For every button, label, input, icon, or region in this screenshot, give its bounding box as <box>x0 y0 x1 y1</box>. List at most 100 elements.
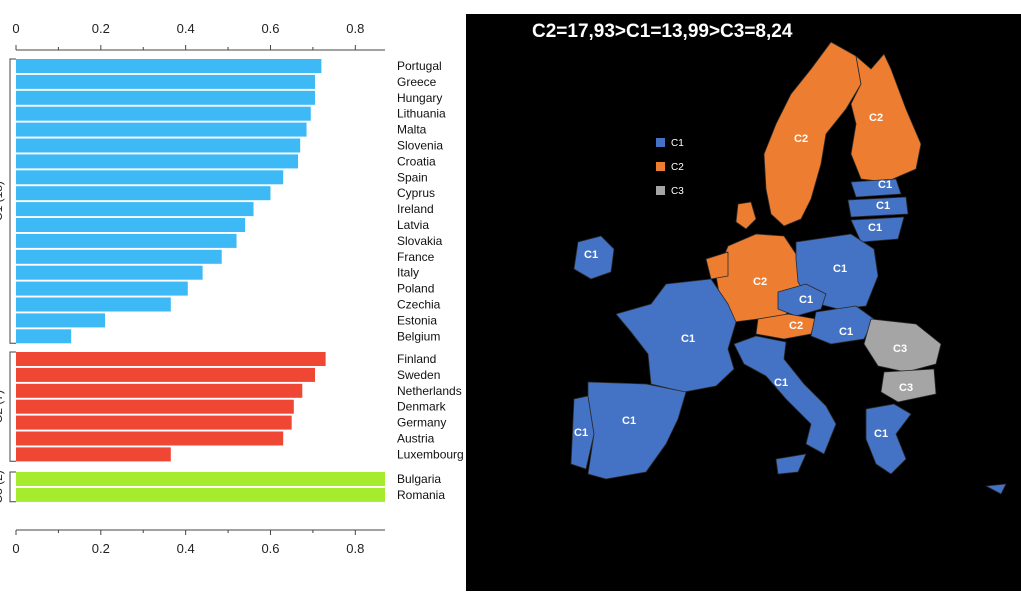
region-ireland <box>573 235 615 280</box>
bar <box>16 74 316 89</box>
region-denmark <box>735 201 757 230</box>
label-hungary: C1 <box>839 326 853 338</box>
bar <box>16 138 301 153</box>
country-label: Czechia <box>397 298 441 312</box>
country-label: Romania <box>397 488 445 502</box>
axis-tick-label-bottom: 0 <box>12 541 19 556</box>
label-france: C1 <box>681 333 695 345</box>
legend-swatch-c3 <box>656 186 665 195</box>
region-greece <box>865 403 912 475</box>
bar <box>16 59 322 73</box>
country-label: Croatia <box>397 154 436 168</box>
country-label: Spain <box>397 170 428 184</box>
bar <box>16 122 307 137</box>
region-netherlands <box>705 251 729 280</box>
group-bracket <box>9 58 16 344</box>
label-poland: C1 <box>833 263 847 275</box>
region-latvia <box>847 196 909 218</box>
country-label: Portugal <box>397 59 442 73</box>
country-label: Germany <box>397 416 446 430</box>
group-bracket <box>9 471 16 503</box>
axis-tick-label-bottom: 0.4 <box>177 541 195 556</box>
bar-chart-panel: 0 0.2 0.4 0.6 0.8 0 0.2 0.4 0.6 0.8 Portugal Greece… <box>0 0 466 591</box>
country-label: Luxembourg <box>397 447 464 461</box>
map-title: C2=17,93>C1=13,99>C3=8,24 <box>532 21 793 42</box>
legend-label-c3: C3 <box>671 186 684 197</box>
label-romania: C3 <box>893 343 907 355</box>
region-austria <box>755 313 817 340</box>
bar <box>16 297 171 312</box>
label-bulgaria: C3 <box>899 382 913 394</box>
label-estonia: C1 <box>878 179 892 191</box>
bar <box>16 233 237 248</box>
label-sweden: C2 <box>794 133 808 145</box>
region-france <box>615 278 737 393</box>
bar <box>16 447 171 462</box>
country-label: Italy <box>397 266 419 280</box>
label-lithuania: C1 <box>868 222 882 234</box>
bar <box>16 313 106 328</box>
country-label: Hungary <box>397 91 442 105</box>
region-bulgaria <box>880 368 937 403</box>
group-label: C2 (7) <box>0 390 5 423</box>
bar <box>16 415 292 430</box>
legend-swatch-c2 <box>656 162 665 171</box>
country-label: France <box>397 250 435 264</box>
country-label: Ireland <box>397 202 434 216</box>
country-label: Slovenia <box>397 139 443 153</box>
label-latvia: C1 <box>876 200 890 212</box>
map-panel: C2=17,93>C1=13,99>C3=8,24 C1 C2 C3 <box>466 14 1021 591</box>
country-label: Lithuania <box>397 107 446 121</box>
axis-tick-label-top: 0 <box>12 21 19 36</box>
axis-tick-label-bottom: 0.8 <box>346 541 364 556</box>
country-label: Denmark <box>397 400 447 414</box>
legend-swatch-c1 <box>656 138 665 147</box>
europe-cluster-map: C2=17,93>C1=13,99>C3=8,24 C1 C2 C3 <box>532 21 1007 495</box>
region-estonia <box>850 178 902 198</box>
bar <box>16 487 385 502</box>
group-bracket <box>9 351 16 462</box>
group-label: C3 (2) <box>0 470 5 503</box>
country-label: Belgium <box>397 329 440 343</box>
region-portugal <box>570 395 595 470</box>
bar <box>16 265 203 280</box>
region-finland <box>850 53 922 183</box>
country-label: Sweden <box>397 368 440 382</box>
bar <box>16 154 299 169</box>
region-hungary-slovakia <box>810 305 875 345</box>
bar <box>16 90 316 105</box>
region-romania <box>863 318 942 373</box>
country-label: Netherlands <box>397 384 462 398</box>
axis-tick-label-bottom: 0.6 <box>261 541 279 556</box>
label-italy: C1 <box>774 377 788 389</box>
country-label: Poland <box>397 282 434 296</box>
label-czechia: C1 <box>799 294 813 306</box>
legend-label-c1: C1 <box>671 138 684 149</box>
axis-tick-label-top: 0.4 <box>177 21 195 36</box>
bar <box>16 431 284 446</box>
bar <box>16 367 316 382</box>
axis-tick-label-top: 0.2 <box>92 21 110 36</box>
map-region-labels: C2 C2 C1 C1 C1 C1 C2 C1 C1 C2 C1 C3 C3 C… <box>574 112 913 440</box>
region-czechia <box>777 283 827 317</box>
label-germany: C2 <box>753 276 767 288</box>
country-label: Malta <box>397 123 427 137</box>
bar <box>16 249 222 264</box>
label-portugal: C1 <box>574 427 588 439</box>
country-label: Latvia <box>397 218 429 232</box>
bar <box>16 186 271 201</box>
region-lithuania <box>850 216 905 243</box>
country-label: Bulgaria <box>397 472 441 486</box>
label-greece: C1 <box>874 428 888 440</box>
bar <box>16 352 326 366</box>
label-finland: C2 <box>869 112 883 124</box>
legend-label-c2: C2 <box>671 162 684 173</box>
bar <box>16 170 284 185</box>
region-cyprus <box>985 483 1007 495</box>
axis-tick-label-bottom: 0.2 <box>92 541 110 556</box>
bar <box>16 106 311 121</box>
bar <box>16 383 303 398</box>
label-spain: C1 <box>622 415 636 427</box>
country-label: Greece <box>397 75 437 89</box>
bar-chart: 0 0.2 0.4 0.6 0.8 0 0.2 0.4 0.6 0.8 Portugal Greece… <box>0 21 464 556</box>
